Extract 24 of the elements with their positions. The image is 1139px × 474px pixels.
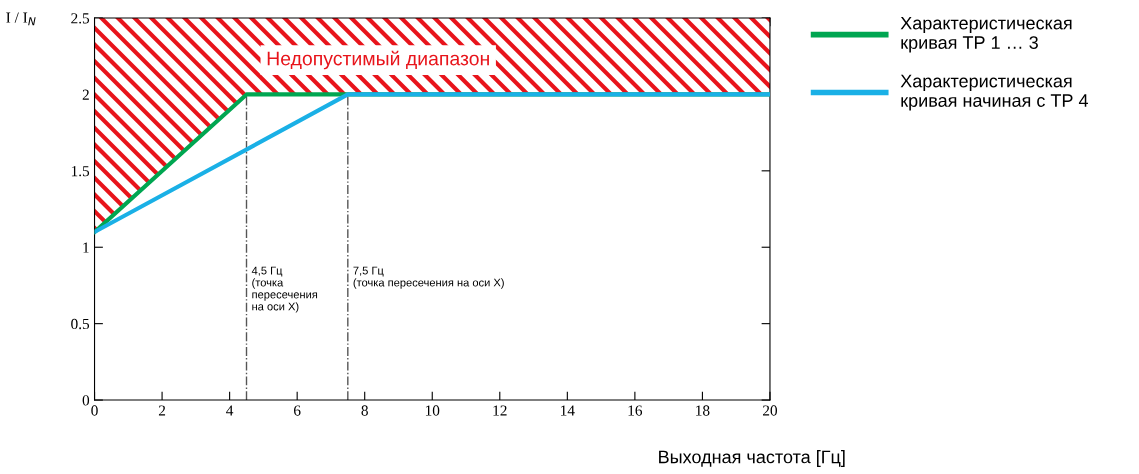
x-tick-label: 0 bbox=[91, 405, 98, 416]
x-tick-label: 16 bbox=[628, 405, 643, 416]
x-tick-label: 10 bbox=[425, 405, 440, 416]
y-axis-title: I / I$_{N}$ bbox=[6, 12, 36, 26]
y-tick-label: 0 bbox=[82, 395, 90, 406]
y-tick-label: 1.5 bbox=[71, 166, 90, 177]
ref-line-label: 4,5 Гц (точка пересечения на оси X) bbox=[251, 266, 318, 313]
x-axis-title: Выходная частота [Гц] bbox=[659, 450, 845, 467]
x-tick-label: 6 bbox=[294, 405, 301, 416]
x-tick-label: 12 bbox=[493, 405, 507, 416]
x-tick-label: 14 bbox=[561, 405, 575, 416]
x-tick-label: 18 bbox=[696, 405, 710, 416]
y-tick-label: 2 bbox=[82, 89, 89, 100]
x-tick-label: 8 bbox=[361, 405, 368, 416]
x-tick-label: 4 bbox=[226, 405, 234, 416]
y-tick-label: 0.5 bbox=[71, 318, 90, 330]
y-tick-label: 2.5 bbox=[71, 13, 90, 24]
annotation: Недопустимый диапазон bbox=[267, 50, 489, 70]
x-tick-label: 20 bbox=[763, 405, 778, 416]
ref-line-label: 7,5 Гц (точка пересечения на оси X) bbox=[353, 266, 504, 289]
legend-label: Характеристическая кривая ТР 1 … 3 bbox=[900, 16, 1072, 53]
legend-label: Характеристическая кривая начиная с ТР 4 bbox=[900, 74, 1089, 111]
x-tick-label: 2 bbox=[158, 405, 166, 416]
y-tick-label: 1 bbox=[83, 242, 89, 253]
